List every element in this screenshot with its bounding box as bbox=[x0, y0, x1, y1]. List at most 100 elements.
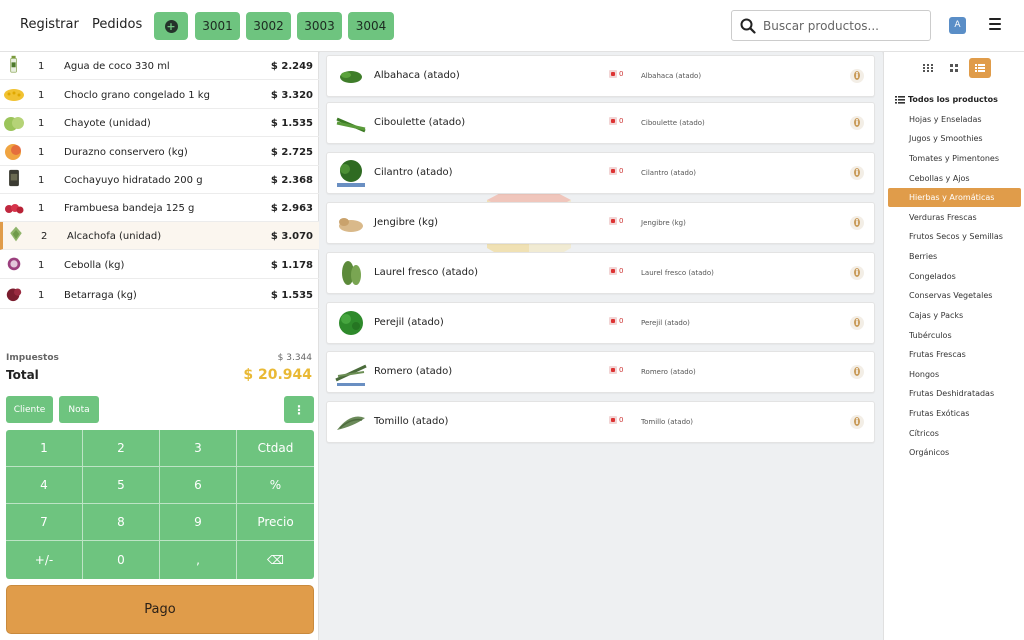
numpad-key-backspace[interactable]: ⌫ bbox=[267, 553, 284, 567]
numpad-key-quantity[interactable]: Ctdad bbox=[237, 430, 314, 467]
product-name: Laurel fresco (atado) bbox=[374, 267, 479, 278]
product-subtitle: Perejil (atado) bbox=[641, 319, 690, 327]
product-row[interactable]: Perejil (atado) 0 Perejil (atado) bbox=[326, 302, 875, 344]
category-item[interactable]: Tubérculos bbox=[909, 331, 952, 340]
stock-box-icon bbox=[609, 117, 617, 125]
category-item[interactable]: Frutas Deshidratadas bbox=[909, 389, 995, 398]
numpad-key-0[interactable]: 0 bbox=[83, 541, 160, 579]
info-icon[interactable] bbox=[850, 216, 864, 230]
line-qty: 1 bbox=[38, 90, 45, 101]
stock-box-icon bbox=[609, 267, 617, 275]
line-price: $ 1.535 bbox=[270, 290, 313, 301]
category-item[interactable]: Hongos bbox=[909, 370, 940, 379]
ginger-icon bbox=[339, 218, 363, 232]
view-list-button[interactable] bbox=[969, 58, 991, 78]
info-icon[interactable] bbox=[850, 266, 864, 280]
numpad-key-8[interactable]: 8 bbox=[83, 504, 160, 541]
category-item[interactable]: Frutas Exóticas bbox=[909, 409, 970, 418]
stock-indicator: 0 bbox=[609, 167, 623, 175]
red-onion-icon bbox=[7, 257, 21, 271]
line-price: $ 1.178 bbox=[270, 260, 313, 271]
category-item-active[interactable]: Hierbas y Aromáticas bbox=[888, 188, 1021, 207]
numpad-key-decimal[interactable]: , bbox=[160, 541, 237, 579]
category-item[interactable]: Frutas Frescas bbox=[909, 350, 966, 359]
numpad-key-5[interactable]: 5 bbox=[83, 467, 160, 504]
category-item[interactable]: Congelados bbox=[909, 272, 956, 281]
info-icon[interactable] bbox=[850, 69, 864, 83]
numpad-key-6[interactable]: 6 bbox=[160, 467, 237, 504]
product-row[interactable]: Romero (atado) 0 Romero (atado) bbox=[326, 351, 875, 393]
category-item[interactable]: Frutos Secos y Semillas bbox=[909, 232, 1003, 241]
order-line[interactable]: 1 Chayote (unidad) $ 1.535 bbox=[0, 109, 319, 137]
order-line[interactable]: 1 Betarraga (kg) $ 1.535 bbox=[0, 279, 319, 309]
order-line[interactable]: 1 Durazno conservero (kg) $ 2.725 bbox=[0, 137, 319, 166]
order-line[interactable]: 1 Frambuesa bandeja 125 g $ 2.963 bbox=[0, 194, 319, 222]
category-item[interactable]: Cítricos bbox=[909, 429, 939, 438]
order-line[interactable]: 1 Choclo grano congelado 1 kg $ 3.320 bbox=[0, 80, 319, 109]
numpad-key-2[interactable]: 2 bbox=[83, 430, 160, 467]
category-item[interactable]: Tomates y Pimentones bbox=[909, 154, 1000, 163]
numpad-key-discount[interactable]: % bbox=[237, 467, 314, 504]
view-grid-small-button[interactable] bbox=[917, 58, 939, 78]
numpad-key-7[interactable]: 7 bbox=[6, 504, 83, 541]
category-item[interactable]: Orgánicos bbox=[909, 448, 950, 457]
category-item[interactable]: Verduras Frescas bbox=[909, 213, 977, 222]
info-icon[interactable] bbox=[850, 365, 864, 379]
payment-button[interactable]: Pago bbox=[6, 585, 314, 634]
order-tab-3003[interactable]: 3003 bbox=[297, 12, 342, 40]
stock-count: 0 bbox=[619, 70, 624, 78]
total-label: Total bbox=[6, 368, 39, 382]
stock-indicator: 0 bbox=[609, 366, 623, 374]
order-line[interactable]: 1 Agua de coco 330 ml $ 2.249 bbox=[0, 52, 319, 80]
category-item[interactable]: Berries bbox=[909, 252, 938, 261]
hamburger-menu-icon[interactable] bbox=[989, 18, 1001, 32]
line-name: Choclo grano congelado 1 kg bbox=[64, 90, 210, 101]
numpad-key-1[interactable]: 1 bbox=[6, 430, 83, 467]
nav-registrar[interactable]: Registrar bbox=[20, 17, 79, 32]
product-row[interactable]: Cilantro (atado) 0 Cilantro (atado) bbox=[326, 152, 875, 194]
info-icon[interactable] bbox=[850, 316, 864, 330]
category-item[interactable]: Cajas y Packs bbox=[909, 311, 964, 320]
more-actions-button[interactable]: ⋮ bbox=[284, 396, 314, 423]
order-tab-3001[interactable]: 3001 bbox=[195, 12, 240, 40]
customer-button[interactable]: Cliente bbox=[6, 396, 53, 423]
user-avatar[interactable]: A bbox=[949, 17, 966, 34]
order-line-selected[interactable]: 2 Alcachofa (unidad) $ 3.070 bbox=[0, 222, 319, 250]
line-qty: 1 bbox=[38, 118, 45, 129]
view-grid-large-button[interactable] bbox=[943, 58, 965, 78]
numpad-key-sign[interactable]: +/- bbox=[6, 541, 83, 579]
product-name: Tomillo (atado) bbox=[374, 416, 449, 427]
stock-box-icon bbox=[609, 217, 617, 225]
info-icon[interactable] bbox=[850, 166, 864, 180]
order-line[interactable]: 1 Cebolla (kg) $ 1.178 bbox=[0, 250, 319, 279]
numpad-key-price[interactable]: Precio bbox=[237, 504, 314, 541]
category-item[interactable]: Hojas y Enseladas bbox=[909, 115, 982, 124]
note-button[interactable]: Nota bbox=[59, 396, 99, 423]
category-item[interactable]: Conservas Vegetales bbox=[909, 291, 993, 300]
numpad-key-4[interactable]: 4 bbox=[6, 467, 83, 504]
category-item[interactable]: Jugos y Smoothies bbox=[909, 134, 983, 143]
product-row[interactable]: Tomillo (atado) 0 Tomillo (atado) bbox=[326, 401, 875, 443]
product-row[interactable]: Ciboulette (atado) 0 Ciboulette (atado) bbox=[326, 102, 875, 144]
category-all[interactable]: Todos los productos bbox=[895, 95, 998, 104]
stock-indicator: 0 bbox=[609, 70, 623, 78]
stock-count: 0 bbox=[619, 366, 624, 374]
info-icon[interactable] bbox=[850, 415, 864, 429]
order-line[interactable]: 1 Cochayuyo hidratado 200 g $ 2.368 bbox=[0, 166, 319, 194]
coconut-water-bottle-icon bbox=[10, 55, 17, 73]
info-icon[interactable] bbox=[850, 116, 864, 130]
order-tab-3004[interactable]: 3004 bbox=[348, 12, 394, 40]
product-row[interactable]: Albahaca (atado) 0 Albahaca (atado) bbox=[326, 55, 875, 97]
search-input[interactable] bbox=[763, 16, 923, 36]
nav-pedidos[interactable]: Pedidos bbox=[92, 17, 143, 32]
numpad-key-3[interactable]: 3 bbox=[160, 430, 237, 467]
list-bullets-icon bbox=[895, 95, 905, 104]
order-tab-3002[interactable]: 3002 bbox=[246, 12, 291, 40]
category-item[interactable]: Cebollas y Ajos bbox=[909, 174, 970, 183]
product-row[interactable]: Jengibre (kg) 0 Jengibre (kg) bbox=[326, 202, 875, 244]
new-order-button[interactable]: + bbox=[154, 12, 188, 40]
product-row[interactable]: Laurel fresco (atado) 0 Laurel fresco (a… bbox=[326, 252, 875, 294]
grid-large-icon bbox=[950, 64, 958, 72]
numpad-key-9[interactable]: 9 bbox=[160, 504, 237, 541]
line-name: Frambuesa bandeja 125 g bbox=[64, 203, 195, 214]
